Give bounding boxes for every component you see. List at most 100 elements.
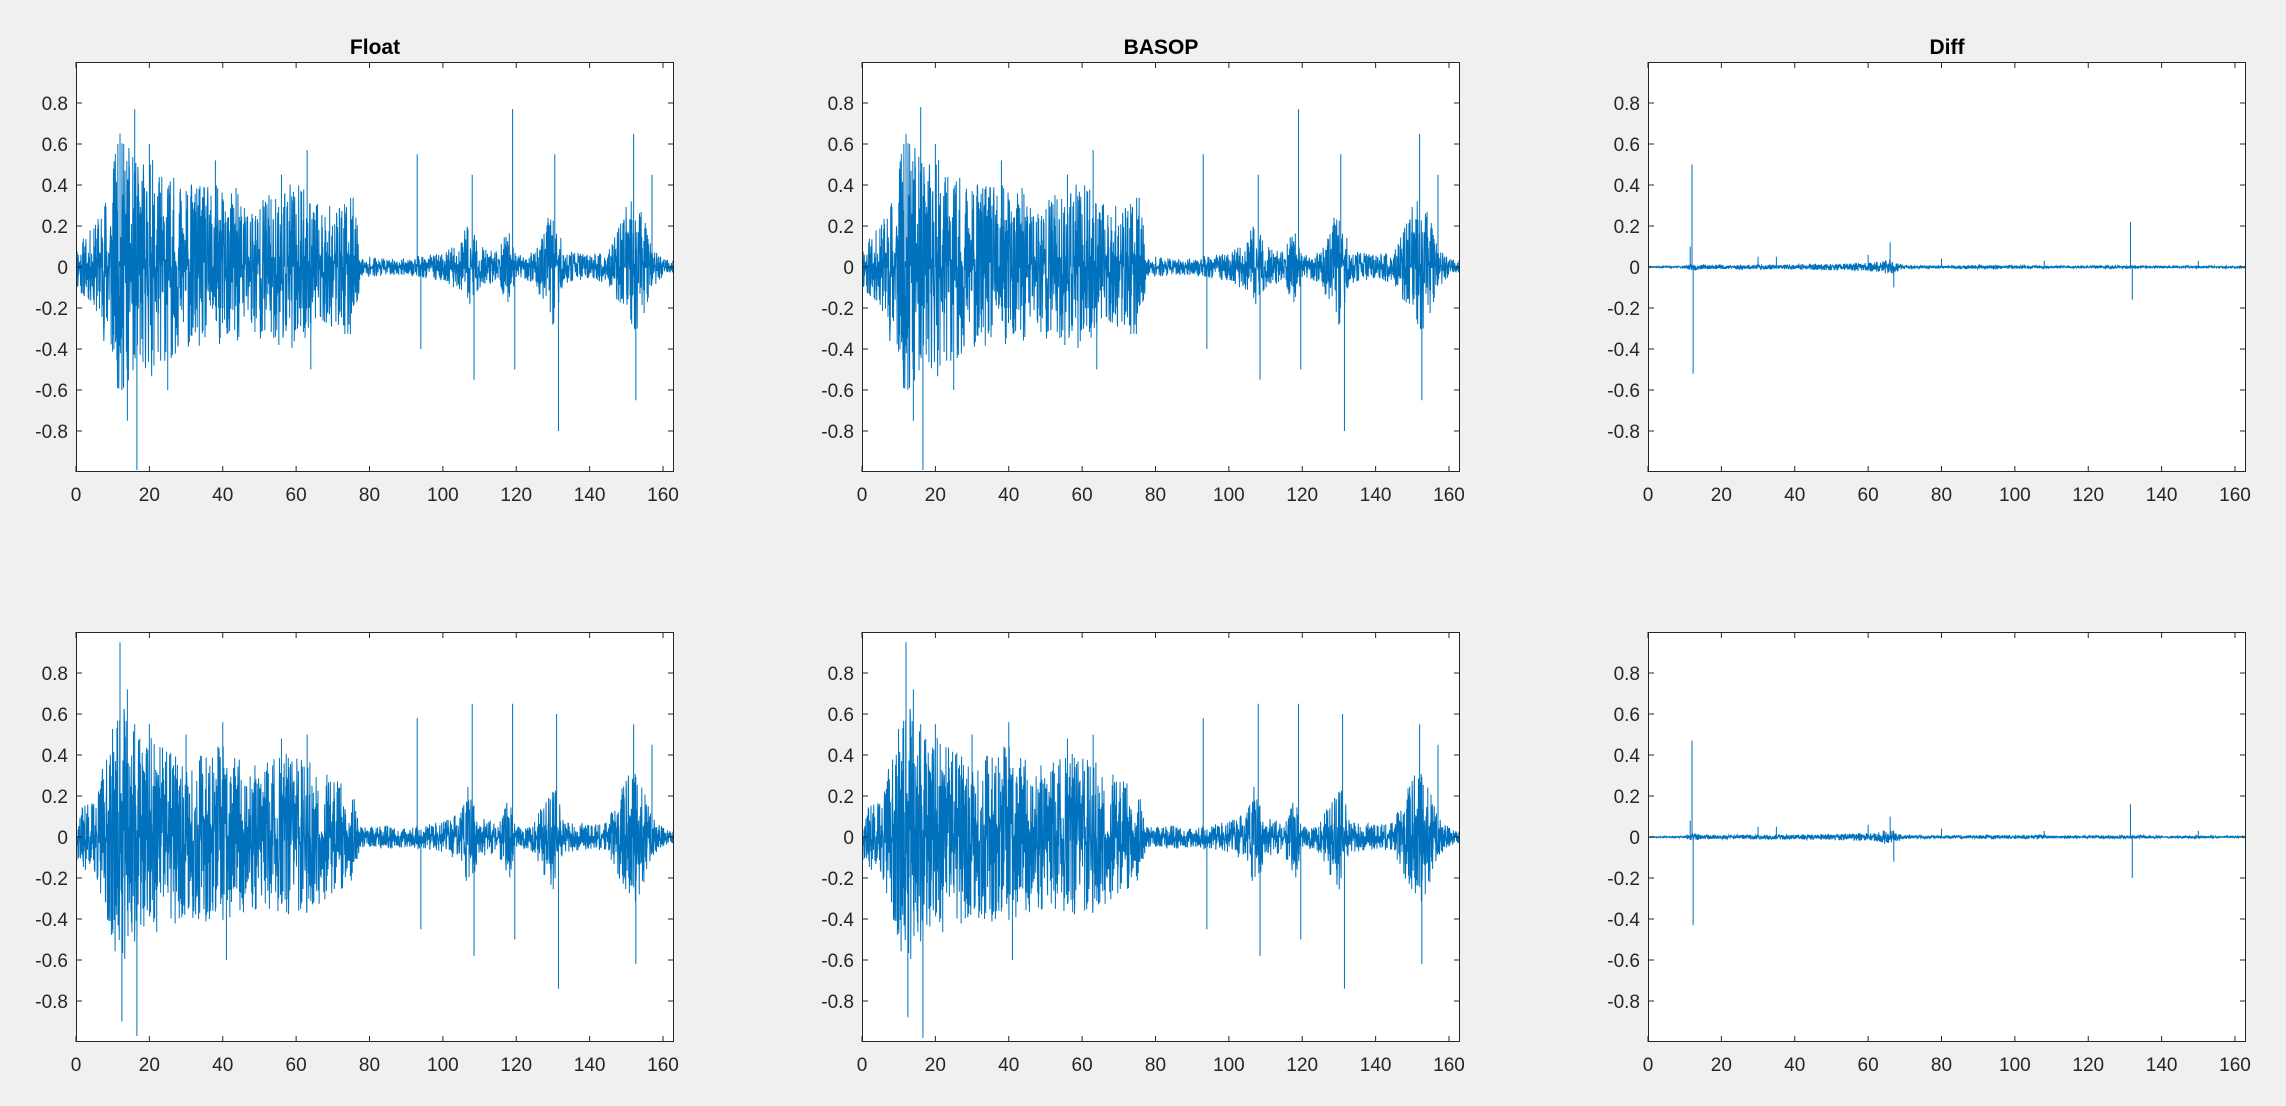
x-tick-label: 120	[2072, 1055, 2104, 1076]
x-tick-label: 100	[427, 485, 459, 506]
x-tick-label: 140	[1360, 1055, 1392, 1076]
x-tick-label: 160	[2219, 1055, 2251, 1076]
x-tick-label: 40	[1784, 485, 1805, 506]
y-tick-label: -0.4	[821, 340, 854, 361]
y-tick-label: -0.4	[821, 910, 854, 931]
x-tick-label: 80	[359, 1055, 380, 1076]
x-tick-label: 40	[212, 1055, 233, 1076]
x-tick-label: 100	[1999, 485, 2031, 506]
x-tick-label: 80	[1931, 485, 1952, 506]
y-tick-label: 0.4	[42, 176, 69, 197]
x-tick-label: 80	[1145, 485, 1166, 506]
x-tick-label: 160	[1433, 485, 1465, 506]
x-tick-label: 40	[212, 485, 233, 506]
x-tick-label: 40	[1784, 1055, 1805, 1076]
x-tick-label: 0	[1643, 1055, 1654, 1076]
x-tick-label: 100	[1213, 485, 1245, 506]
subplot-title: Diff	[1930, 36, 1966, 59]
x-tick-label: 80	[1145, 1055, 1166, 1076]
x-tick-label: 80	[359, 485, 380, 506]
x-tick-label: 160	[2219, 485, 2251, 506]
subplot-title: Float	[350, 36, 400, 59]
x-tick-label: 100	[1999, 1055, 2031, 1076]
subplot-4: 0 20 40 60 80 100 120 140 160 0.8 0.6 0.4 0.2 0 -0.2 -0…	[35, 632, 679, 1076]
y-tick-label: 0.2	[828, 787, 854, 808]
waveform-series	[76, 642, 674, 1036]
waveform-series	[1648, 740, 2246, 926]
y-tick-label: 0.6	[828, 135, 854, 156]
x-tick-label: 120	[500, 1055, 532, 1076]
x-tick-label: 0	[1643, 485, 1654, 506]
y-tick-label: -0.4	[35, 910, 68, 931]
x-tick-label: 0	[71, 485, 82, 506]
y-tick-label: -0.4	[35, 340, 68, 361]
y-tick-label: -0.6	[1607, 381, 1640, 402]
x-tick-label: 0	[71, 1055, 82, 1076]
y-tick-label: -0.6	[821, 381, 854, 402]
x-tick-label: 100	[1213, 1055, 1245, 1076]
x-tick-label: 60	[1858, 485, 1879, 506]
y-tick-label: 0.6	[828, 705, 854, 726]
y-tick-label: -0.8	[1607, 992, 1640, 1013]
y-tick-label: -0.8	[35, 422, 68, 443]
x-tick-label: 60	[1072, 1055, 1093, 1076]
y-tick-label: 0.4	[828, 176, 855, 197]
x-tick-label: 40	[998, 485, 1019, 506]
y-tick-label: 0.8	[1614, 664, 1640, 685]
y-tick-label: 0	[57, 828, 68, 849]
y-tick-label: -0.8	[35, 992, 68, 1013]
x-tick-label: 60	[1072, 485, 1093, 506]
y-tick-label: -0.2	[1607, 869, 1640, 890]
x-tick-label: 60	[286, 485, 307, 506]
y-tick-label: -0.6	[35, 381, 68, 402]
subplot-5: 0 20 40 60 80 100 120 140 160 0.8 0.6 0.4 0.2 0 -0.2 -0…	[821, 632, 1465, 1076]
x-tick-label: 20	[1711, 1055, 1732, 1076]
x-tick-label: 160	[647, 485, 679, 506]
y-tick-label: -0.6	[1607, 951, 1640, 972]
x-tick-label: 160	[1433, 1055, 1465, 1076]
y-tick-label: -0.2	[35, 869, 68, 890]
y-tick-label: 0.4	[42, 746, 69, 767]
waveform-series	[1648, 164, 2246, 374]
y-tick-label: 0.6	[42, 705, 68, 726]
x-tick-label: 40	[998, 1055, 1019, 1076]
x-tick-label: 140	[2146, 485, 2178, 506]
x-tick-label: 120	[2072, 485, 2104, 506]
y-tick-label: 0.2	[828, 217, 854, 238]
x-tick-label: 140	[1360, 485, 1392, 506]
y-tick-label: 0	[1629, 828, 1640, 849]
y-tick-label: -0.6	[821, 951, 854, 972]
subplot-1: 0 20 40 60 80 100 120 140 160 0.8 0.6 0.4 0.2 0 -0.2 -0…	[35, 36, 679, 506]
x-tick-label: 160	[647, 1055, 679, 1076]
x-tick-label: 140	[574, 485, 606, 506]
waveform-series	[862, 107, 1460, 470]
x-tick-label: 60	[1858, 1055, 1879, 1076]
x-tick-label: 20	[139, 485, 160, 506]
subplot-6: 0 20 40 60 80 100 120 140 160 0.8 0.6 0.4 0.2 0 -0.2 -0…	[1607, 632, 2251, 1076]
y-tick-label: 0.8	[42, 94, 68, 115]
y-tick-label: 0.2	[1614, 217, 1640, 238]
x-tick-label: 140	[2146, 1055, 2178, 1076]
y-tick-label: 0.6	[1614, 135, 1640, 156]
y-tick-label: 0.2	[42, 217, 68, 238]
y-tick-label: 0.8	[42, 664, 68, 685]
y-tick-label: 0.6	[42, 135, 68, 156]
x-tick-label: 20	[925, 1055, 946, 1076]
x-tick-label: 60	[286, 1055, 307, 1076]
y-tick-label: 0.8	[828, 94, 854, 115]
y-tick-label: -0.2	[821, 299, 854, 320]
y-tick-label: -0.4	[1607, 340, 1640, 361]
y-tick-label: 0.2	[1614, 787, 1640, 808]
y-tick-label: 0.2	[42, 787, 68, 808]
subplot-3: 0 20 40 60 80 100 120 140 160 0.8 0.6 0.4 0.2 0 -0.2 -0…	[1607, 36, 2251, 506]
y-tick-label: -0.2	[35, 299, 68, 320]
y-tick-label: -0.2	[821, 869, 854, 890]
x-tick-label: 80	[1931, 1055, 1952, 1076]
x-tick-label: 120	[500, 485, 532, 506]
y-tick-label: -0.8	[821, 992, 854, 1013]
subplot-2: 0 20 40 60 80 100 120 140 160 0.8 0.6 0.4 0.2 0 -0.2 -0…	[821, 36, 1465, 506]
subplot-title: BASOP	[1124, 36, 1199, 59]
y-tick-label: 0	[1629, 258, 1640, 279]
x-tick-label: 0	[857, 1055, 868, 1076]
y-tick-label: -0.8	[1607, 422, 1640, 443]
